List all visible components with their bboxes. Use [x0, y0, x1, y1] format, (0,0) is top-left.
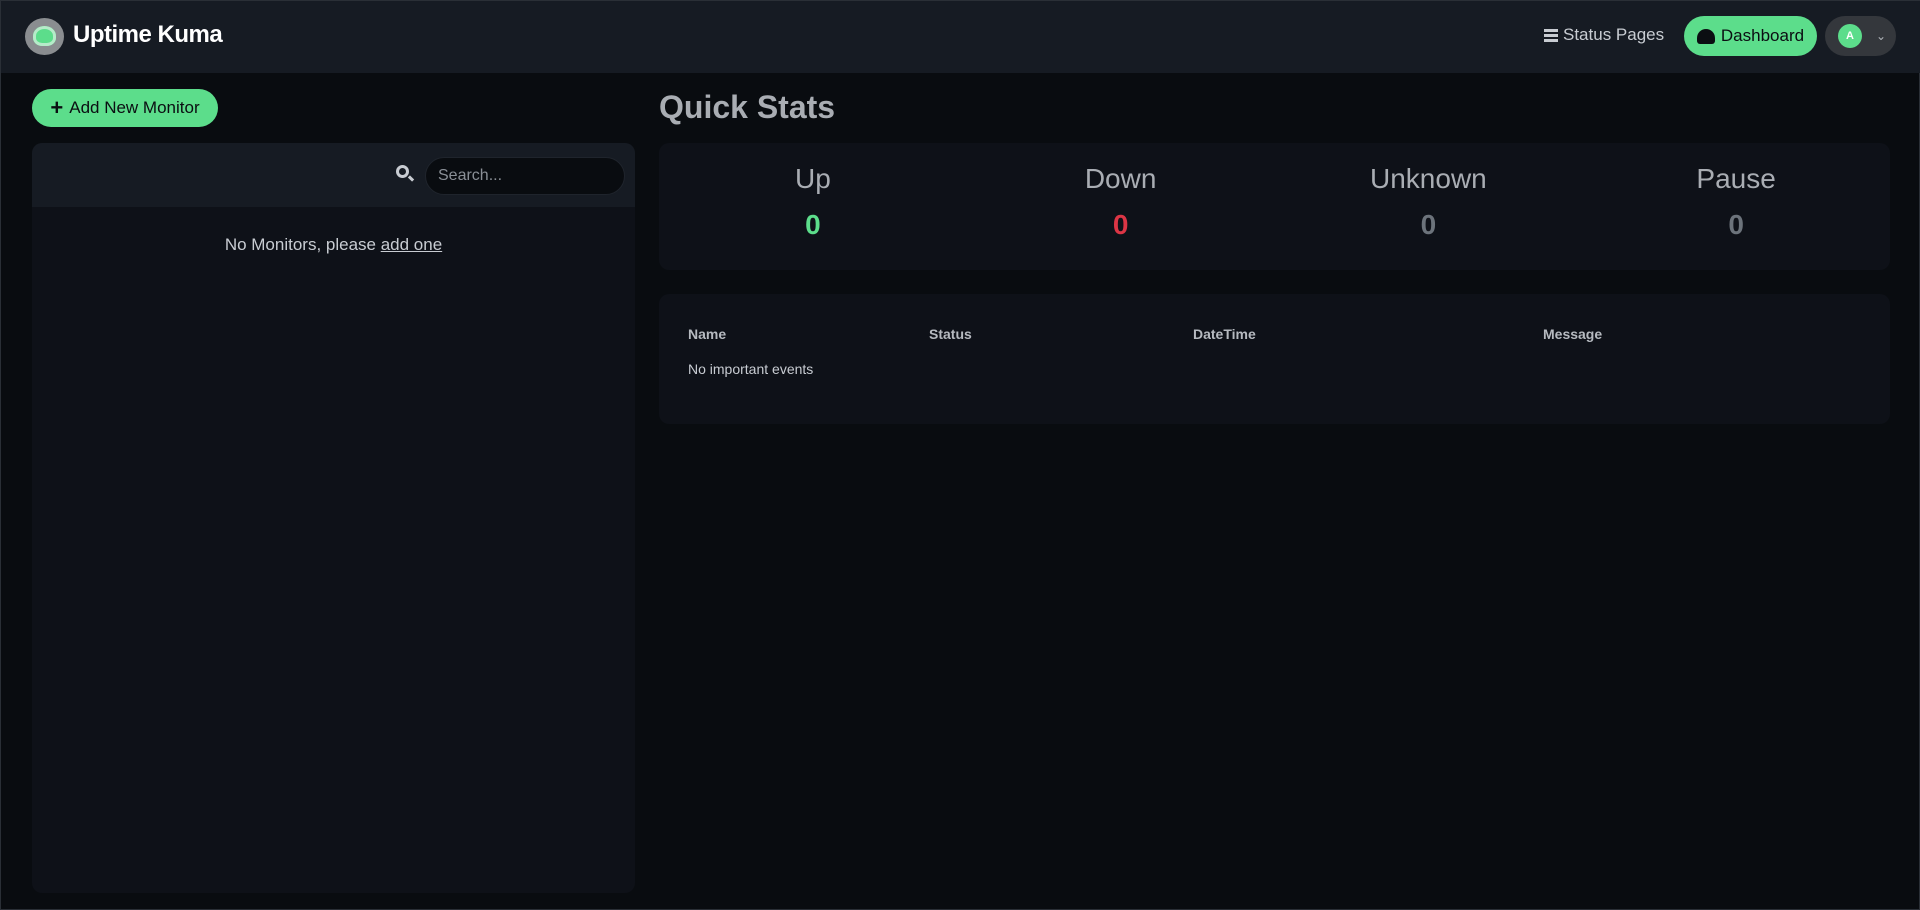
status-pages-label: Status Pages: [1563, 25, 1665, 44]
stat-value: 0: [1112, 209, 1129, 240]
plus-icon: +: [50, 95, 64, 120]
quick-stats-card: Up 0 Down 0 Unknown 0 Pause 0: [659, 143, 1890, 270]
brand-title[interactable]: Uptime Kuma: [73, 21, 223, 48]
empty-monitors-message: No Monitors, please add one: [32, 235, 635, 255]
stat-down: Down 0: [967, 143, 1275, 270]
chevron-down-icon: ⌄: [1876, 29, 1887, 43]
stat-label: Up: [794, 163, 831, 194]
stat-label: Pause: [1696, 163, 1776, 194]
add-new-monitor-label: Add New Monitor: [69, 98, 200, 117]
top-navbar: Uptime Kuma Status Pages Dashboard A ⌄: [1, 1, 1920, 73]
page-title: Quick Stats: [659, 89, 836, 125]
stat-pause: Pause 0: [1582, 143, 1890, 270]
avatar: A: [1838, 24, 1862, 48]
stat-label: Unknown: [1370, 163, 1487, 194]
no-events-message: No important events: [688, 361, 814, 377]
monitor-list-panel: No Monitors, please add one: [32, 143, 635, 893]
stat-value: 0: [805, 209, 821, 240]
add-new-monitor-button[interactable]: + Add New Monitor: [32, 89, 218, 127]
profile-dropdown[interactable]: A ⌄: [1825, 16, 1896, 56]
tachometer-icon: [1696, 28, 1715, 44]
stat-up: Up 0: [659, 143, 967, 270]
uptime-kuma-logo-icon[interactable]: [25, 18, 64, 55]
column-header-message: Message: [1543, 326, 1603, 342]
column-header-status: Status: [929, 326, 972, 342]
column-header-name: Name: [688, 326, 727, 342]
add-one-link[interactable]: add one: [380, 235, 443, 254]
dashboard-button[interactable]: Dashboard: [1684, 16, 1817, 56]
list-icon: [1544, 28, 1558, 42]
status-pages-link[interactable]: Status Pages: [1544, 25, 1664, 45]
empty-text: No Monitors, please: [224, 235, 381, 254]
search-icon: [396, 165, 409, 178]
monitor-list-header: [32, 143, 635, 207]
stat-label: Down: [1084, 163, 1157, 194]
dashboard-label: Dashboard: [1720, 26, 1805, 45]
stat-value: 0: [1728, 209, 1744, 240]
important-events-table: Name Status DateTime Message No importan…: [659, 294, 1890, 424]
stat-unknown: Unknown 0: [1275, 143, 1583, 270]
column-header-datetime: DateTime: [1193, 326, 1256, 342]
stat-value: 0: [1420, 209, 1437, 240]
search-input[interactable]: [425, 157, 625, 195]
